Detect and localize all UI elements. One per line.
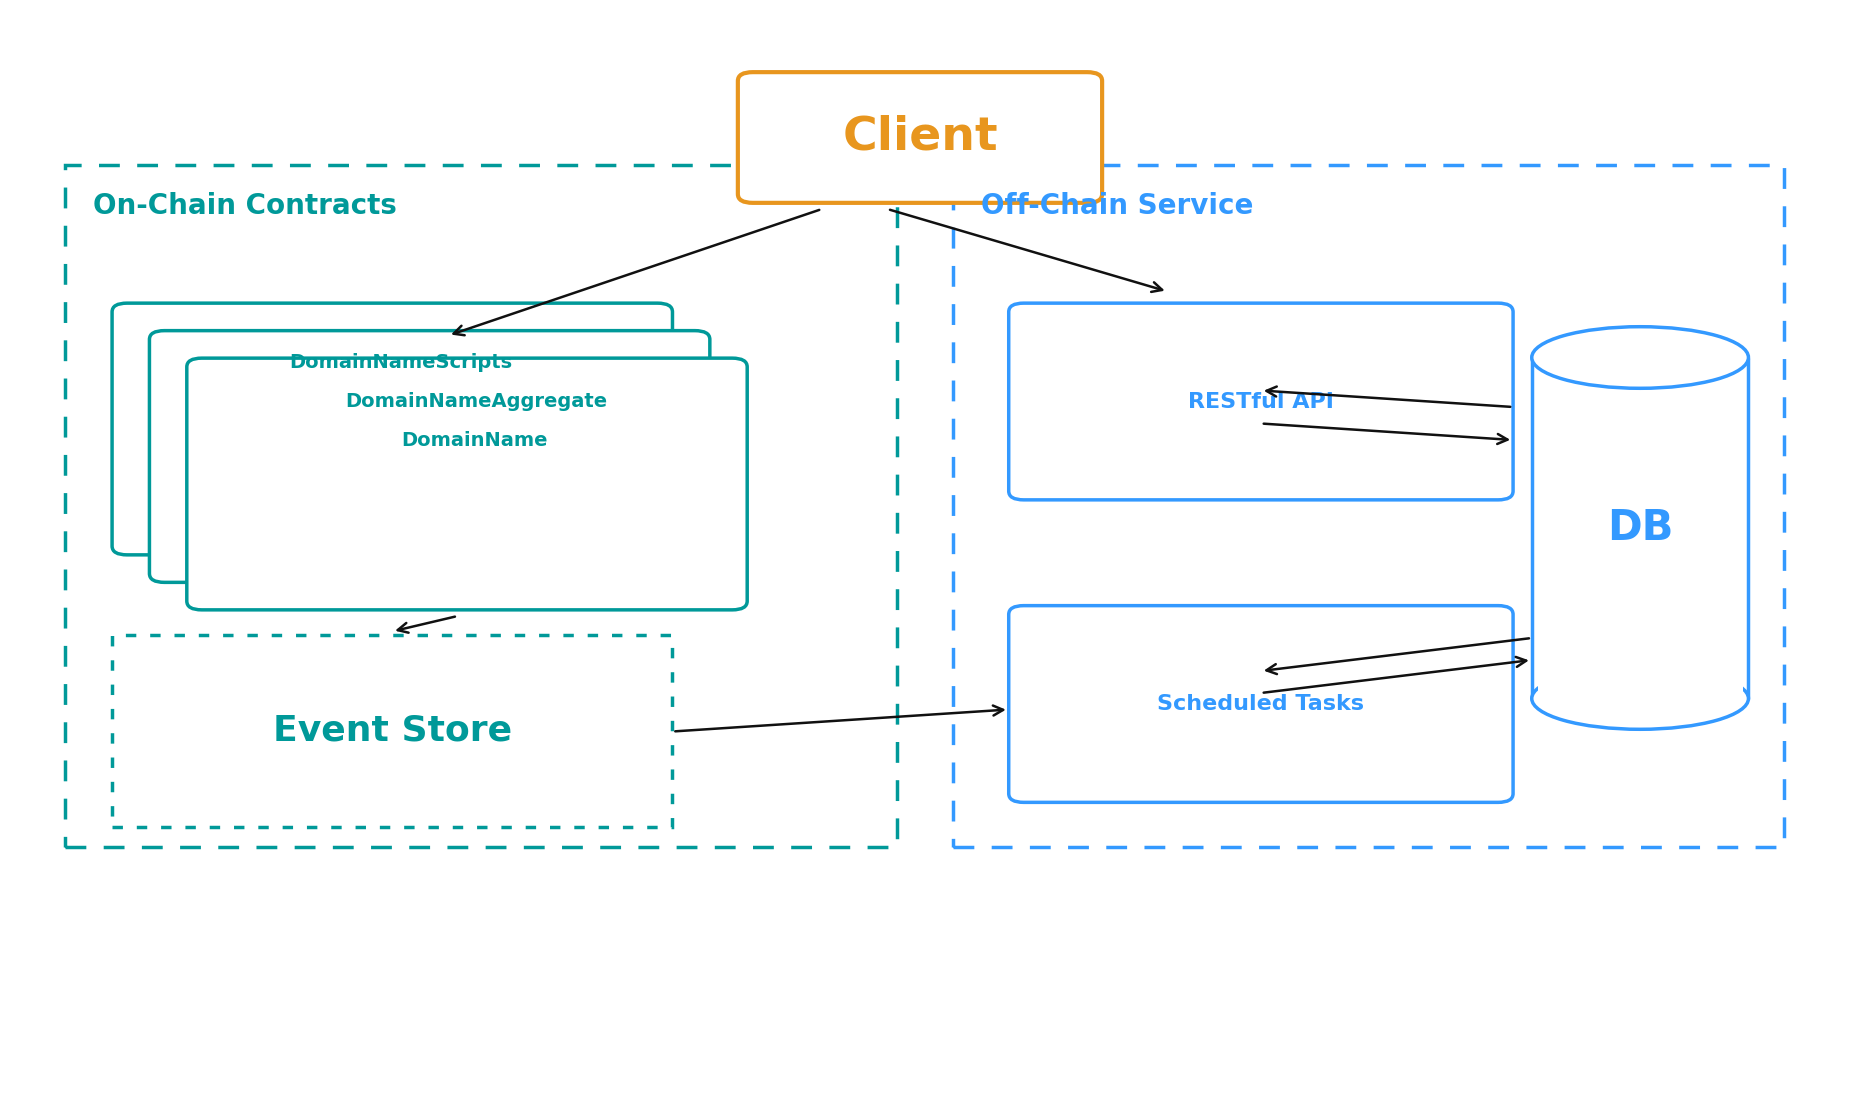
FancyBboxPatch shape xyxy=(187,359,747,609)
Bar xyxy=(1532,358,1748,698)
Text: DomainName: DomainName xyxy=(402,430,547,450)
Text: Scheduled Tasks: Scheduled Tasks xyxy=(1158,694,1364,714)
Ellipse shape xyxy=(1532,327,1748,388)
Ellipse shape xyxy=(1532,668,1748,729)
Bar xyxy=(65,165,897,847)
Bar xyxy=(1537,513,1743,698)
Text: DomainNameScripts: DomainNameScripts xyxy=(290,353,512,373)
FancyBboxPatch shape xyxy=(112,304,672,554)
Bar xyxy=(112,635,672,827)
Text: Event Store: Event Store xyxy=(273,714,512,748)
FancyBboxPatch shape xyxy=(1009,606,1513,802)
Text: On-Chain Contracts: On-Chain Contracts xyxy=(93,192,398,220)
FancyBboxPatch shape xyxy=(1009,304,1513,499)
Text: DomainNameAggregate: DomainNameAggregate xyxy=(346,392,607,411)
FancyBboxPatch shape xyxy=(149,331,710,582)
Text: DB: DB xyxy=(1606,507,1674,549)
Text: Off-Chain Service: Off-Chain Service xyxy=(981,192,1253,220)
Text: Client: Client xyxy=(842,116,998,160)
FancyBboxPatch shape xyxy=(738,73,1102,202)
Text: RESTful API: RESTful API xyxy=(1188,392,1334,411)
Bar xyxy=(953,165,1784,847)
